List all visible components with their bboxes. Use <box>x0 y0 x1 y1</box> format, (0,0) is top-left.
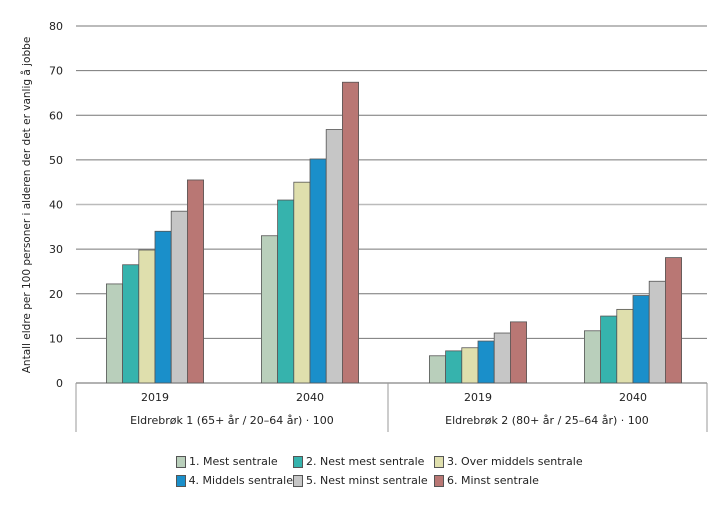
legend-label: 3. Over middels sentrale <box>447 455 583 468</box>
legend-item: 4. Middels sentrale <box>176 474 293 487</box>
legend-swatch <box>293 474 303 487</box>
legend-swatch <box>434 474 444 487</box>
bar <box>584 330 602 384</box>
y-tick-label: 30 <box>49 243 63 256</box>
bar <box>325 129 343 384</box>
x-tick-label: 2019 <box>464 391 492 404</box>
bar <box>509 321 527 384</box>
bar <box>138 249 156 384</box>
bar <box>632 295 650 384</box>
bar <box>341 81 359 384</box>
legend-label: 6. Minst sentrale <box>447 474 539 487</box>
bar <box>154 230 172 384</box>
legend-item: 1. Mest sentrale <box>176 455 293 468</box>
bar <box>493 332 511 384</box>
legend-swatch <box>176 455 186 468</box>
legend-label: 1. Mest sentrale <box>189 455 278 468</box>
y-tick-label: 70 <box>49 65 63 78</box>
legend-item: 6. Minst sentrale <box>434 474 583 487</box>
bar <box>428 355 446 384</box>
bar <box>309 158 327 384</box>
y-tick-label: 20 <box>49 288 63 301</box>
legend-swatch <box>434 455 444 468</box>
y-tick-label: 60 <box>49 109 63 122</box>
legend-item: 3. Over middels sentrale <box>434 455 583 468</box>
y-tick-label: 10 <box>49 332 63 345</box>
bar <box>665 257 683 384</box>
bar <box>477 340 495 384</box>
bar <box>277 199 295 384</box>
bar <box>616 308 634 384</box>
y-tick-label: 40 <box>49 199 63 212</box>
bar <box>170 210 188 384</box>
bar <box>186 179 204 384</box>
y-axis-label: Antall eldre per 100 personer i alderen … <box>20 37 33 374</box>
bar <box>260 235 278 384</box>
legend-label: 2. Nest mest sentrale <box>306 455 425 468</box>
legend-item: 2. Nest mest sentrale <box>293 455 434 468</box>
legend-label: 4. Middels sentrale <box>188 474 293 487</box>
bar <box>293 181 311 384</box>
bar <box>122 264 140 384</box>
y-tick-label: 0 <box>56 377 63 390</box>
y-tick-label: 50 <box>49 154 63 167</box>
bar <box>600 315 618 384</box>
group-label: Eldrebrøk 1 (65+ år / 20–64 år) · 100 <box>130 414 334 427</box>
bar <box>648 280 666 384</box>
legend-swatch <box>176 474 186 487</box>
y-tick-label: 80 <box>49 20 63 33</box>
bar <box>445 350 463 384</box>
legend: 1. Mest sentrale 2. Nest mest sentrale 3. … <box>176 455 583 487</box>
group-label: Eldrebrøk 2 (80+ år / 25–64 år) · 100 <box>445 414 649 427</box>
bar <box>461 347 479 384</box>
legend-item: 5. Nest minst sentrale <box>293 474 434 487</box>
x-tick-label: 2019 <box>141 391 169 404</box>
x-tick-label: 2040 <box>296 391 324 404</box>
legend-swatch <box>293 455 303 468</box>
bar <box>106 283 124 384</box>
x-tick-label: 2040 <box>619 391 647 404</box>
legend-label: 5. Nest minst sentrale <box>306 474 428 487</box>
